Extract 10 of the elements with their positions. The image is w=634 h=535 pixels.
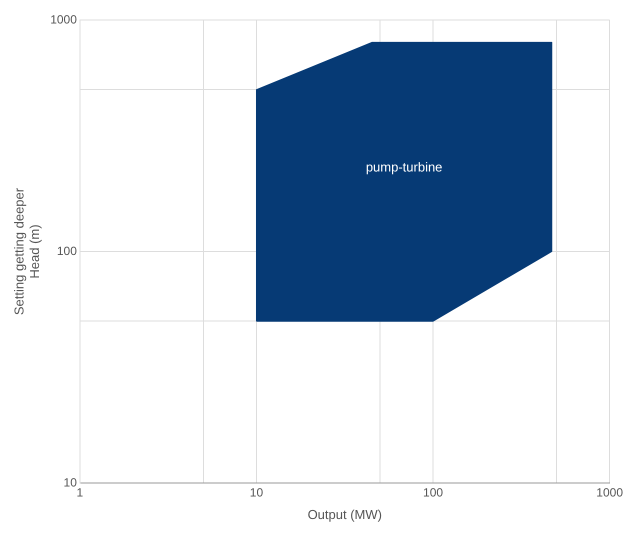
x-tick-label: 10	[250, 486, 264, 500]
x-tick-label: 100	[423, 486, 444, 500]
x-axis-title: Output (MW)	[308, 506, 382, 522]
x-tick-label: 1000	[596, 486, 624, 500]
x-tick-label: 1	[76, 486, 84, 500]
y-axis-title: Setting getting deeper Head (m)	[11, 187, 42, 316]
y-tick-label: 1000	[50, 12, 78, 26]
y-tick-label: 100	[56, 244, 78, 258]
y-tick-label: 10	[64, 475, 78, 490]
annotation: pump-turbine	[366, 159, 442, 174]
